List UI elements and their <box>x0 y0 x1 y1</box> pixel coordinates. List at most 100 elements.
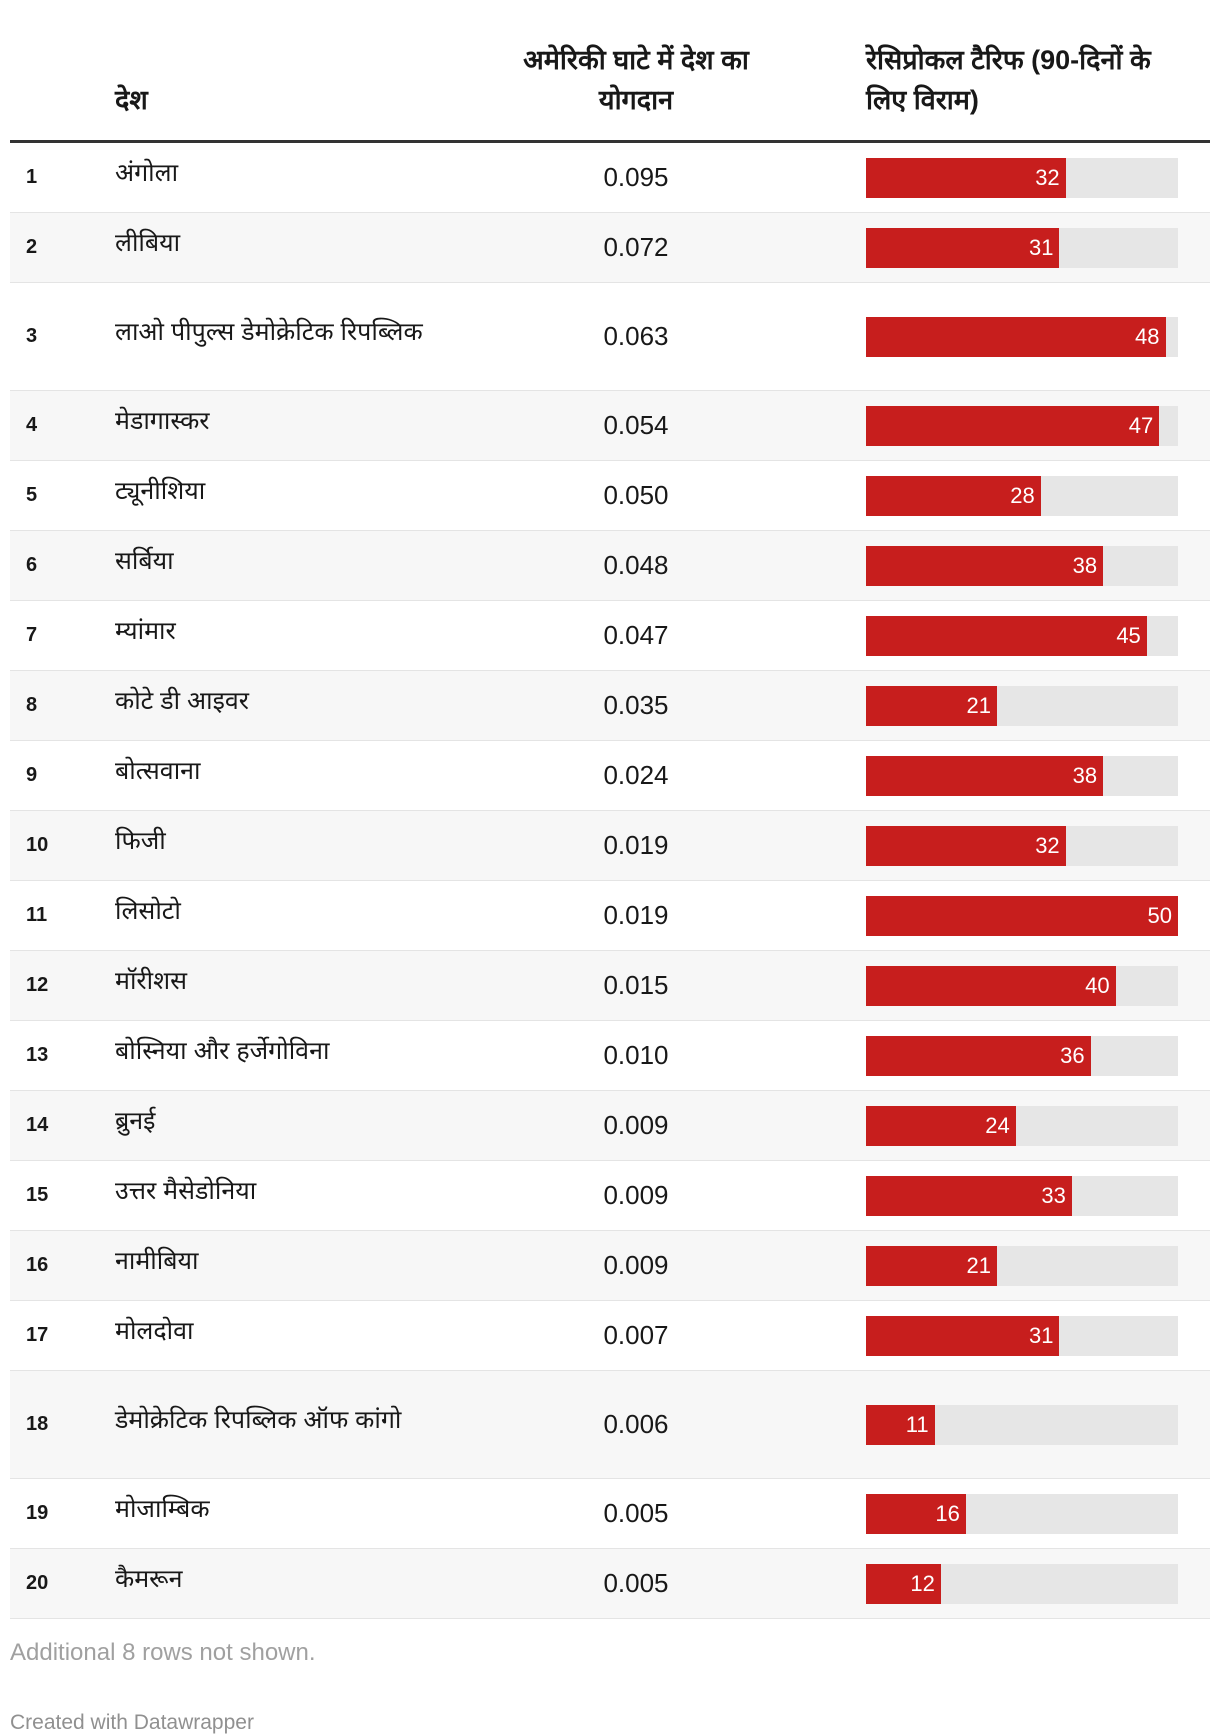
contribution-cell: 0.095 <box>500 141 772 213</box>
table-row: 3 लाओ पीपुल्स डेमोक्रेटिक रिपब्लिक 0.063… <box>10 282 1210 391</box>
rank-cell: 4 <box>10 390 115 461</box>
rank-cell: 10 <box>10 810 115 881</box>
tariff-bar-track: 40 <box>866 965 1178 1006</box>
country-cell: फिजी <box>115 810 500 881</box>
contribution-cell: 0.005 <box>500 1478 772 1549</box>
contribution-cell: 0.015 <box>500 950 772 1021</box>
country-cell: लीबिया <box>115 212 500 283</box>
rank-cell: 19 <box>10 1478 115 1549</box>
table-row: 9 बोत्सवाना 0.024 38 <box>10 740 1210 811</box>
table-row: 8 कोटे डी आइवर 0.035 21 <box>10 670 1210 741</box>
contribution-cell: 0.050 <box>500 460 772 531</box>
header-country[interactable]: देश <box>115 40 500 143</box>
tariff-cell: 32 <box>866 141 1210 213</box>
tariff-label: 32 <box>1035 832 1060 858</box>
tariff-cell: 48 <box>866 282 1210 391</box>
header-tariff[interactable]: रेसिप्रोकल टैरिफ (90-दिनों के लिए विराम) <box>866 40 1210 143</box>
rank-cell: 1 <box>10 141 115 213</box>
rank-cell: 15 <box>10 1160 115 1231</box>
tariff-bar: 24 <box>866 1105 1016 1146</box>
tariff-bar-track: 28 <box>866 475 1178 516</box>
country-cell: लाओ पीपुल्स डेमोक्रेटिक रिपब्लिक <box>115 282 500 391</box>
rank-cell: 18 <box>10 1370 115 1479</box>
tariff-bar-track: 11 <box>866 1404 1178 1445</box>
table-row: 6 सर्बिया 0.048 38 <box>10 530 1210 601</box>
country-cell: बोस्निया और हर्जेगोविना <box>115 1020 500 1091</box>
tariff-bar: 33 <box>866 1175 1072 1216</box>
rank-cell: 11 <box>10 880 115 951</box>
tariff-bar: 16 <box>866 1493 966 1534</box>
tariff-label: 21 <box>966 1252 992 1278</box>
rank-cell: 7 <box>10 600 115 671</box>
contribution-cell: 0.019 <box>500 810 772 881</box>
rank-cell: 5 <box>10 460 115 531</box>
rank-cell: 20 <box>10 1548 115 1619</box>
tariff-bar-track: 45 <box>866 615 1178 656</box>
country-cell: मेडागास्कर <box>115 390 500 461</box>
contribution-cell: 0.047 <box>500 600 772 671</box>
contribution-cell: 0.019 <box>500 880 772 951</box>
tariff-table: देश अमेरिकी घाटे में देश का योगदान रेसिप… <box>10 40 1210 1619</box>
country-cell: बोत्सवाना <box>115 740 500 811</box>
tariff-bar-track: 31 <box>866 1315 1178 1356</box>
header-row: देश अमेरिकी घाटे में देश का योगदान रेसिप… <box>10 40 1210 143</box>
tariff-bar-track: 50 <box>866 895 1178 936</box>
tariff-cell: 50 <box>866 880 1210 951</box>
table-row: 4 मेडागास्कर 0.054 47 <box>10 390 1210 461</box>
rank-cell: 13 <box>10 1020 115 1091</box>
tariff-label: 28 <box>1010 482 1035 508</box>
datawrapper-credit[interactable]: Created with Datawrapper <box>10 1711 254 1734</box>
contribution-cell: 0.072 <box>500 212 772 283</box>
contribution-cell: 0.009 <box>500 1090 772 1161</box>
tariff-bar: 47 <box>866 405 1160 446</box>
tariff-bar-track: 21 <box>866 685 1178 726</box>
contribution-cell: 0.063 <box>500 282 772 391</box>
tariff-bar-track: 47 <box>866 405 1178 446</box>
tariff-bar-track: 36 <box>866 1035 1178 1076</box>
header-rank[interactable] <box>10 40 115 143</box>
tariff-label: 50 <box>1147 902 1172 928</box>
table-row: 12 मॉरीशस 0.015 40 <box>10 950 1210 1021</box>
tariff-bar: 32 <box>866 825 1066 866</box>
tariff-bar-track: 24 <box>866 1105 1178 1146</box>
contribution-cell: 0.054 <box>500 390 772 461</box>
table-row: 1 अंगोला 0.095 32 <box>10 141 1210 213</box>
tariff-cell: 45 <box>866 600 1210 671</box>
table-row: 15 उत्तर मैसेडोनिया 0.009 33 <box>10 1160 1210 1231</box>
country-cell: डेमोक्रेटिक रिपब्लिक ऑफ कांगो <box>115 1370 500 1479</box>
country-cell: लिसोटो <box>115 880 500 951</box>
tariff-label: 31 <box>1028 234 1054 260</box>
rank-cell: 9 <box>10 740 115 811</box>
tariff-cell: 21 <box>866 1230 1210 1301</box>
table-row: 10 फिजी 0.019 32 <box>10 810 1210 881</box>
country-cell: सर्बिया <box>115 530 500 601</box>
tariff-label: 48 <box>1135 323 1160 349</box>
tariff-bar: 48 <box>866 316 1166 357</box>
tariff-cell: 38 <box>866 740 1210 811</box>
tariff-bar: 12 <box>866 1563 941 1604</box>
contribution-cell: 0.005 <box>500 1548 772 1619</box>
table-row: 11 लिसोटो 0.019 50 <box>10 880 1210 951</box>
tariff-label: 16 <box>935 1500 960 1526</box>
tariff-label: 38 <box>1072 762 1098 788</box>
country-cell: म्यांमार <box>115 600 500 671</box>
tariff-bar: 45 <box>866 615 1147 656</box>
tariff-bar: 50 <box>866 895 1178 936</box>
tariff-bar-track: 33 <box>866 1175 1178 1216</box>
tariff-bar-track: 32 <box>866 157 1178 198</box>
header-contribution[interactable]: अमेरिकी घाटे में देश का योगदान <box>500 40 772 143</box>
tariff-bar: 31 <box>866 227 1060 268</box>
tariff-bar-track: 12 <box>866 1563 1178 1604</box>
tariff-label: 21 <box>966 692 992 718</box>
rows-hidden-note: Additional 8 rows not shown. <box>10 1639 316 1666</box>
rank-cell: 3 <box>10 282 115 391</box>
tariff-cell: 33 <box>866 1160 1210 1231</box>
tariff-bar-track: 32 <box>866 825 1178 866</box>
rank-cell: 16 <box>10 1230 115 1301</box>
tariff-label: 32 <box>1035 164 1060 190</box>
table-row: 13 बोस्निया और हर्जेगोविना 0.010 36 <box>10 1020 1210 1091</box>
tariff-label: 47 <box>1128 412 1154 438</box>
tariff-bar: 38 <box>866 545 1104 586</box>
tariff-cell: 11 <box>866 1370 1210 1479</box>
rank-cell: 8 <box>10 670 115 741</box>
